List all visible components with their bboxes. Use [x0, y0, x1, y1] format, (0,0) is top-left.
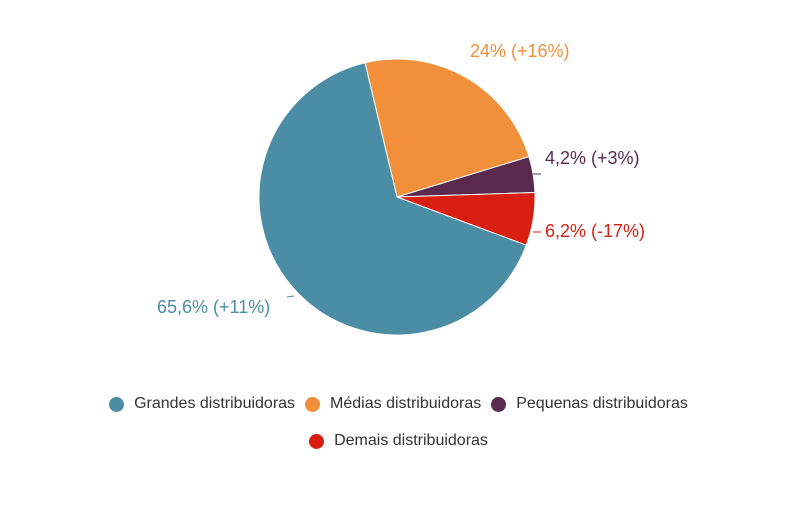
label-pequenas: 4,2% (+3%) [545, 148, 640, 168]
legend-item-medias[interactable]: Médias distribuidoras [305, 395, 481, 413]
label-medias: 24% (+16%) [470, 41, 570, 61]
label-grandes: 65,6% (+11%) [157, 297, 271, 317]
leader-line [286, 295, 295, 298]
legend-dot-icon [491, 396, 507, 412]
legend-item-grandes[interactable]: Grandes distribuidoras [109, 395, 295, 413]
legend-label: Pequenas distribuidoras [516, 395, 688, 412]
legend-label: Grandes distribuidoras [134, 395, 296, 412]
pie-slice-0[interactable] [364, 58, 530, 198]
legend-label: Demais distribuidoras [334, 432, 488, 449]
pie-slice-3[interactable] [258, 62, 527, 336]
legend-item-pequenas[interactable]: Pequenas distribuidoras [491, 395, 688, 413]
label-demais: 6,2% (-17%) [545, 221, 646, 241]
leader-line [477, 144, 489, 159]
legend-dot-icon [305, 396, 321, 412]
legend-item-demais[interactable]: Demais distribuidoras [309, 432, 488, 450]
legend-row-2: Demais distribuidoras [0, 432, 797, 450]
legend-row-1: Grandes distribuidoras Médias distribuid… [0, 395, 797, 413]
legend-dot-icon [309, 433, 325, 449]
legend-label: Médias distribuidoras [330, 395, 482, 412]
pie-chart [258, 58, 541, 336]
legend-dot-icon [109, 396, 125, 412]
